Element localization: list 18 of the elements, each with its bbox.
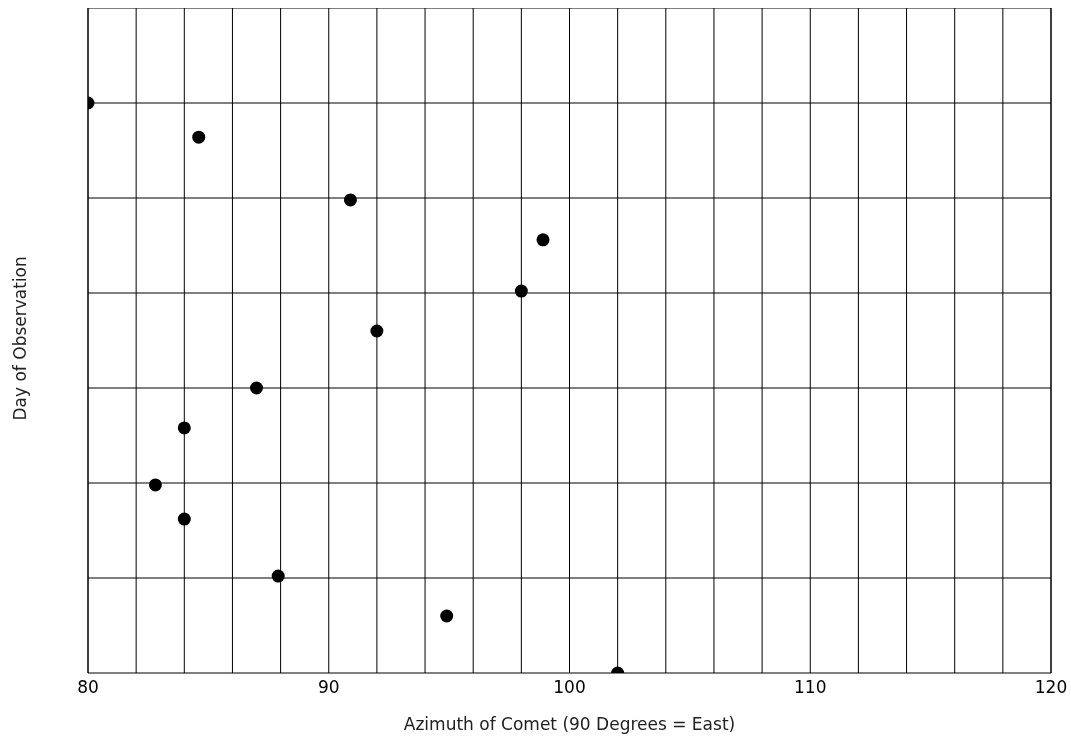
x-tick-label: 100 <box>553 677 586 698</box>
point <box>536 233 550 247</box>
point <box>177 512 191 526</box>
x-tick-label: 120 <box>1034 677 1068 698</box>
point <box>370 324 384 338</box>
x-tick-label: 110 <box>794 677 827 698</box>
x-tick-label: 90 <box>317 677 340 698</box>
point <box>192 130 206 144</box>
point <box>250 381 264 395</box>
y-axis-title: Day of Observation <box>10 256 31 421</box>
point <box>177 421 191 435</box>
point <box>343 193 357 207</box>
x-tick-label: 80 <box>77 677 99 698</box>
point <box>514 284 528 298</box>
point <box>271 569 285 583</box>
point <box>148 478 162 492</box>
point <box>440 609 454 623</box>
x-axis-title: Azimuth of Comet (90 Degrees = East) <box>403 714 736 734</box>
